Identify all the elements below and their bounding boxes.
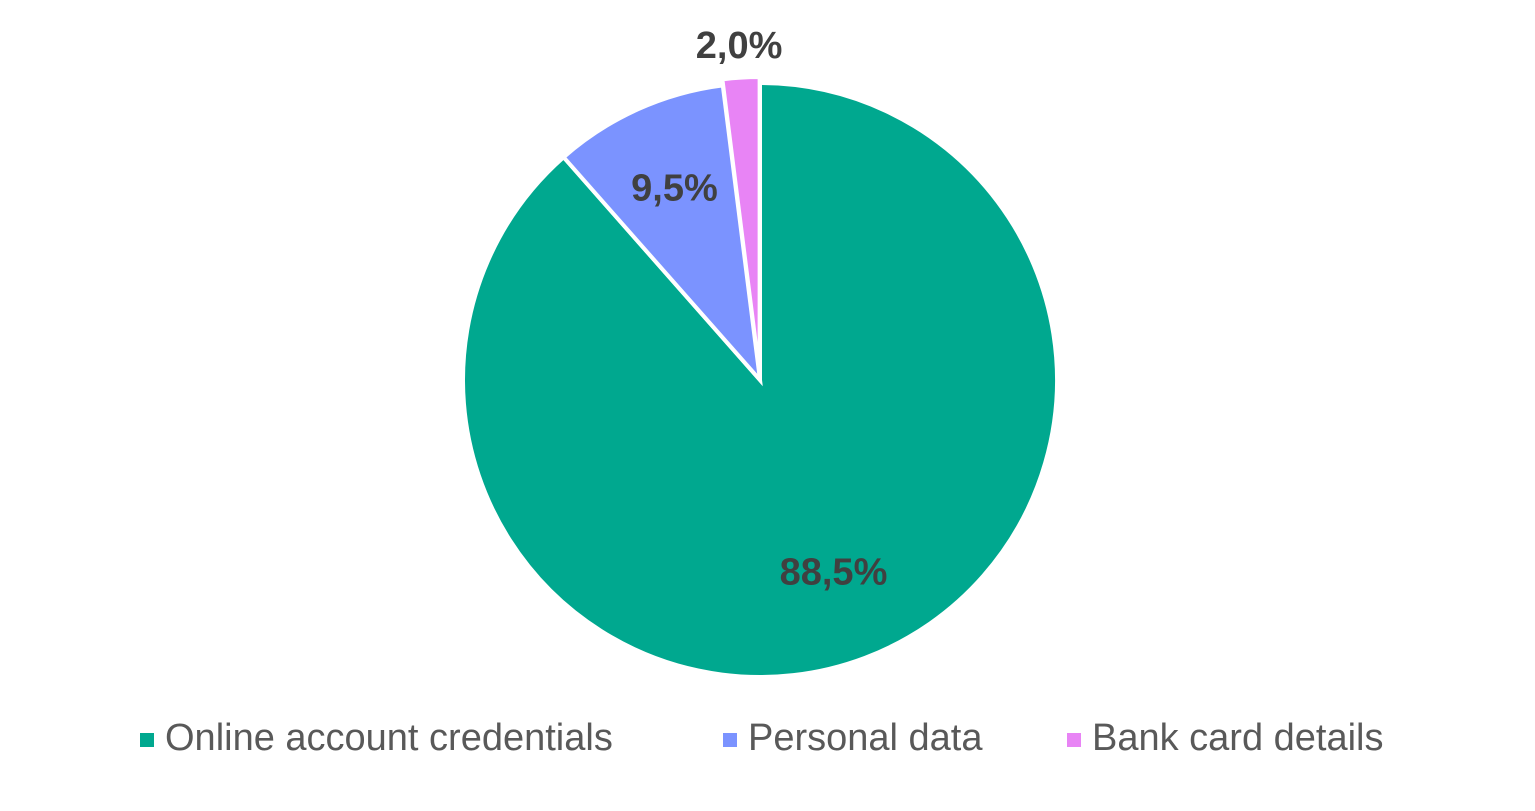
legend-label: Personal data	[748, 717, 983, 759]
legend-swatch	[140, 733, 154, 747]
legend-label: Online account credentials	[165, 717, 613, 759]
value-label: 9,5%	[631, 168, 718, 210]
legend-label: Bank card details	[1092, 717, 1384, 759]
value-label: 88,5%	[780, 552, 888, 594]
value-label: 2,0%	[696, 25, 783, 67]
pie-slice	[720, 75, 762, 375]
legend-swatch	[1067, 733, 1081, 747]
legend-swatch	[723, 733, 737, 747]
pie-slice	[560, 83, 763, 387]
